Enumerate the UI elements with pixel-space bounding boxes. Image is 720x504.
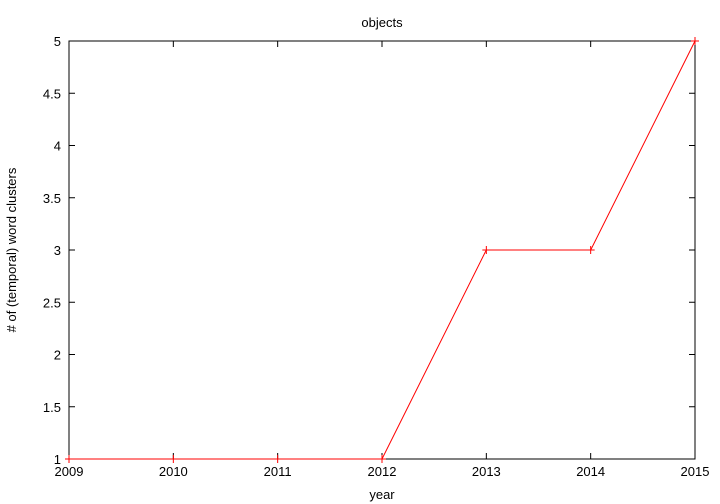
y-axis: 1 1.5 2 2.5 3 3.5 4 4.5 5	[43, 34, 695, 467]
series-line	[69, 40, 696, 460]
plot-frame	[68, 40, 696, 460]
data-point-marker	[65, 455, 73, 463]
y-axis-label: # of (temporal) word clusters	[4, 167, 19, 332]
data-point-marker	[586, 246, 595, 254]
chart-title: objects	[361, 15, 403, 30]
data-point-marker	[691, 37, 699, 45]
x-tick-label: 2015	[681, 464, 710, 479]
y-tick-label: 1	[54, 452, 61, 467]
x-axis-label: year	[369, 487, 395, 502]
x-tick-label: 2012	[368, 464, 397, 479]
data-point-marker	[169, 455, 178, 463]
y-tick-label: 4	[54, 139, 61, 154]
y-tick-label: 1.5	[43, 400, 61, 415]
x-axis: 2009 2010 2011 2012 2013 2014 2015	[55, 41, 710, 479]
y-tick-label: 2.5	[43, 295, 61, 310]
y-tick-label: 5	[54, 34, 61, 49]
data-point-marker	[378, 455, 386, 463]
data-point-marker	[482, 246, 491, 254]
y-tick-label: 4.5	[43, 86, 61, 101]
x-tick-label: 2011	[264, 464, 292, 479]
x-tick-label: 2010	[159, 464, 188, 479]
x-tick-label: 2013	[472, 464, 501, 479]
x-tick-label: 2014	[576, 464, 605, 479]
data-point-marker	[273, 455, 282, 463]
y-tick-label: 3.5	[43, 191, 61, 206]
x-tick-label: 2009	[55, 464, 84, 479]
y-tick-label: 2	[54, 348, 61, 363]
series-layer	[65, 37, 699, 463]
y-tick-label: 3	[54, 243, 61, 258]
